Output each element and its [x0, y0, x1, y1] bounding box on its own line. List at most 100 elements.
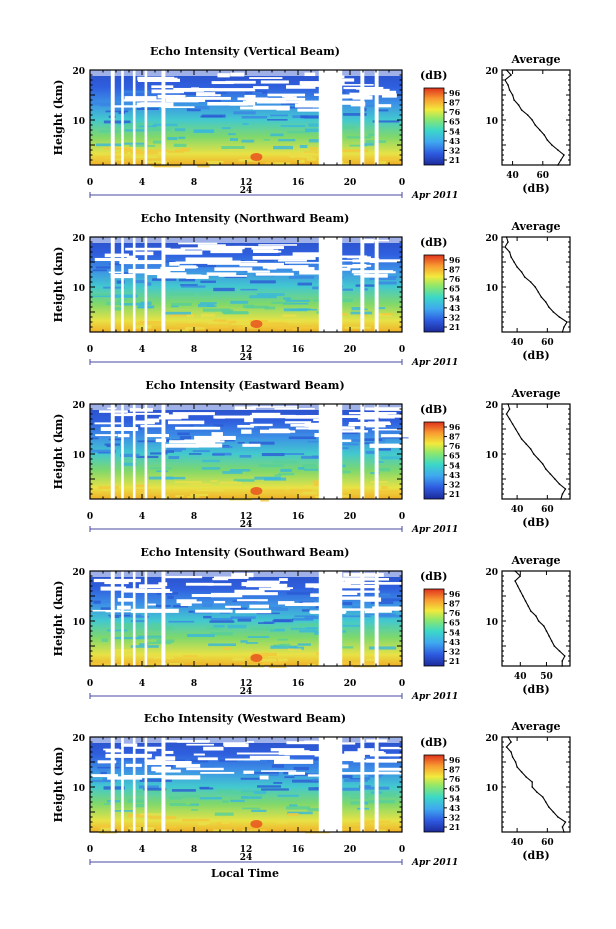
- profile-point: [507, 84, 509, 86]
- profile-point: [558, 483, 561, 485]
- data-gap: [318, 70, 343, 165]
- profile-point: [553, 645, 556, 647]
- profile-x-tick-label: 40: [511, 505, 524, 515]
- x-tick-label: 0: [87, 679, 93, 689]
- colorbar: [423, 754, 445, 833]
- profile-point: [543, 134, 546, 136]
- colorbar-tick-label: 21: [449, 322, 460, 332]
- data-gap: [110, 237, 115, 332]
- colorbar-tick-label: 96: [449, 422, 461, 432]
- colorbar-tick-label: 21: [449, 489, 460, 499]
- profile-point: [508, 89, 511, 91]
- colorbar-tick-label: 76: [449, 774, 461, 784]
- x-tick-label: 4: [139, 679, 145, 689]
- strong-echo-spot: [250, 320, 263, 328]
- profile-y-tick-label: 20: [485, 234, 498, 244]
- x-tick-label: 4: [139, 845, 145, 855]
- panel-title: Echo Intensity (Vertical Beam): [150, 45, 340, 58]
- x-tick-label: 16: [292, 679, 305, 689]
- data-gap: [161, 571, 166, 666]
- profile-point: [529, 610, 532, 612]
- profile-point: [507, 736, 509, 738]
- profile-point: [523, 276, 526, 278]
- x-tick-label: 20: [344, 345, 357, 355]
- profile-point: [560, 498, 562, 500]
- profile-frame: [501, 736, 571, 833]
- x-axis-title: Local Time: [211, 867, 279, 880]
- strong-echo-spot: [250, 820, 263, 828]
- month-label: Apr 2011: [411, 858, 458, 868]
- data-gap: [318, 737, 343, 832]
- profile-point: [548, 306, 550, 308]
- y-axis-title: Height (km): [52, 414, 65, 490]
- y-tick-label: 20: [72, 67, 85, 77]
- strong-echo-spot: [250, 153, 263, 161]
- profile-x-tick-label: 40: [511, 338, 524, 348]
- y-tick-label: 10: [72, 284, 85, 294]
- colorbar-tick-label: 32: [449, 312, 460, 322]
- colorbar-unit: (dB): [420, 736, 447, 749]
- colorbar-unit: (dB): [420, 69, 447, 82]
- profile-point: [546, 139, 549, 141]
- beam-panel: Echo Intensity (Westward Beam) 0 4 8 12 16 20 0…: [52, 712, 571, 868]
- data-gap: [374, 70, 379, 165]
- profile-point: [511, 423, 514, 425]
- profile-point: [513, 99, 515, 101]
- beam-panel: Echo Intensity (Northward Beam) 0 4 8 12 16 20…: [52, 212, 571, 368]
- x-tick-label: 4: [139, 512, 145, 522]
- profile-point: [557, 149, 559, 151]
- profile-point: [511, 94, 514, 96]
- profile-point: [563, 831, 565, 833]
- profile-point: [557, 164, 559, 166]
- colorbar-unit: (dB): [420, 403, 447, 416]
- profile-point: [519, 590, 522, 592]
- data-gap: [110, 404, 115, 499]
- profile-title: Average: [510, 220, 560, 233]
- x-tick-label: 0: [87, 845, 93, 855]
- date-label: 24: [240, 520, 253, 530]
- colorbar-tick-label: 65: [449, 451, 460, 461]
- data-gap: [132, 237, 136, 332]
- profile-x-tick-label: 60: [541, 505, 554, 515]
- profile-frame: [501, 69, 571, 166]
- panel-title: Echo Intensity (Southward Beam): [141, 546, 350, 559]
- profile-point: [507, 403, 509, 405]
- colorbar-tick-label: 96: [449, 589, 461, 599]
- profile-point: [529, 281, 532, 283]
- profile-point: [514, 580, 516, 582]
- colorbar-unit: (dB): [420, 570, 447, 583]
- profile-frame: [501, 236, 571, 333]
- month-label: Apr 2011: [411, 525, 458, 535]
- x-tick-label: 0: [399, 512, 405, 522]
- x-tick-label: 20: [344, 679, 357, 689]
- strong-echo-spot: [250, 654, 263, 662]
- profile-point: [564, 488, 567, 490]
- colorbar-tick-label: 54: [449, 126, 461, 136]
- profile-point: [524, 600, 527, 602]
- x-tick-label: 0: [399, 345, 405, 355]
- profile-point: [535, 791, 538, 793]
- profile-point: [548, 806, 550, 808]
- y-axis-title: Height (km): [52, 247, 65, 323]
- x-tick-label: 0: [87, 178, 93, 188]
- profile-y-tick-label: 20: [485, 67, 498, 77]
- profile-point: [537, 291, 540, 293]
- profile-point: [522, 595, 524, 597]
- y-axis-title: Height (km): [52, 80, 65, 156]
- profile-point: [564, 821, 567, 823]
- date-label: 24: [240, 186, 253, 196]
- data-gap: [360, 70, 365, 165]
- profile-point: [508, 418, 511, 420]
- profile-point: [527, 605, 529, 607]
- profile-x-axis-title: (dB): [522, 516, 549, 529]
- profile-point: [516, 266, 518, 268]
- data-gap: [121, 237, 124, 332]
- x-tick-label: 20: [344, 178, 357, 188]
- x-tick-label: 12: [240, 345, 253, 355]
- colorbar-tick-label: 32: [449, 145, 460, 155]
- colorbar-tick-label: 76: [449, 608, 461, 618]
- profile-point: [543, 625, 545, 627]
- x-tick-label: 12: [240, 845, 253, 855]
- profile-line: [514, 570, 566, 666]
- profile-y-tick-label: 10: [485, 284, 498, 294]
